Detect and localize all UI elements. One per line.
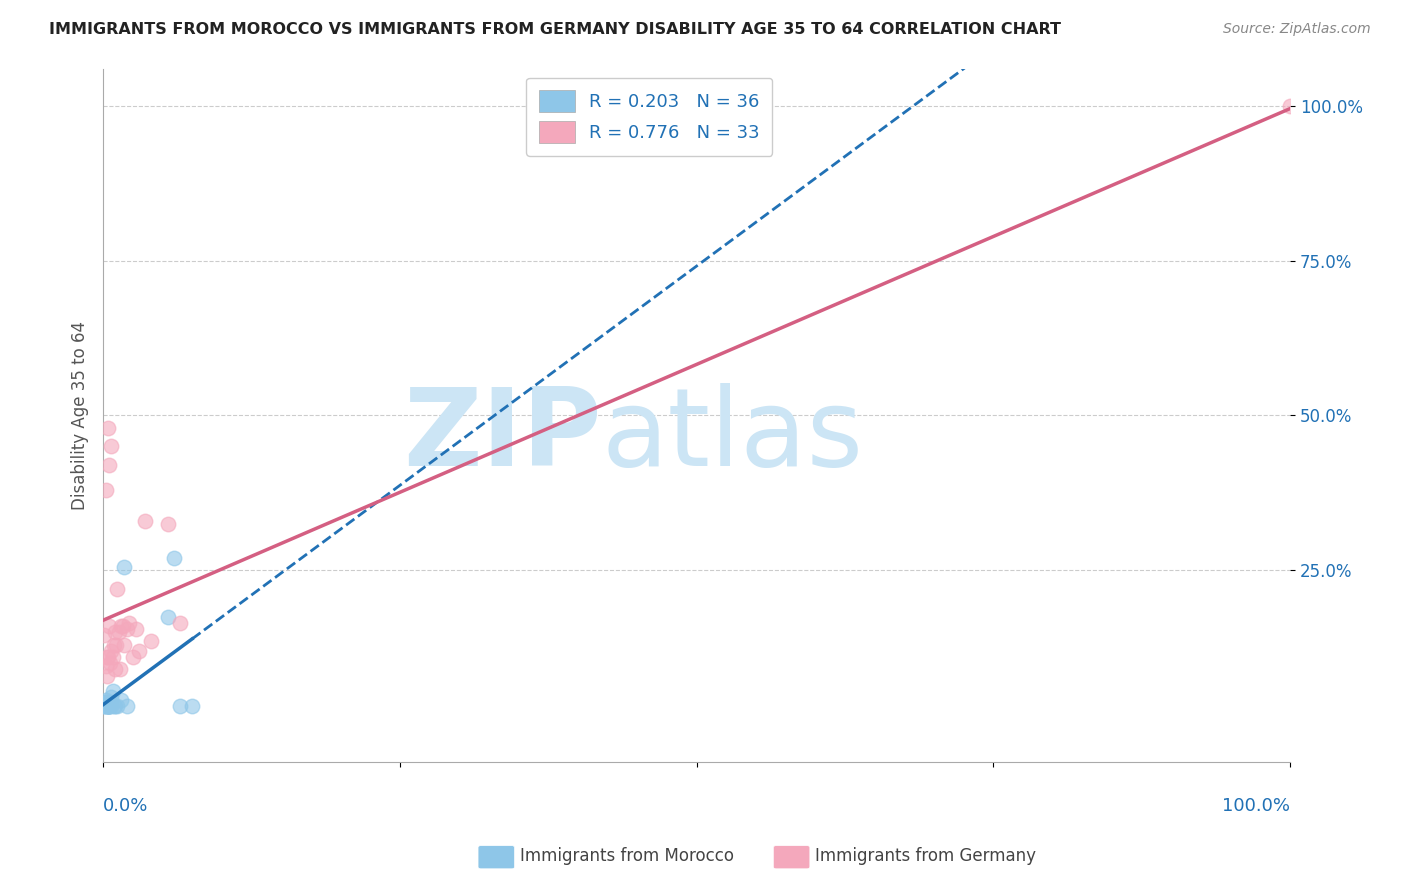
Point [115, 699, 138, 714]
Point [1279, 98, 1302, 112]
Point [97, 697, 120, 711]
Point [96, 694, 118, 708]
Point [105, 638, 128, 652]
Point [96, 699, 118, 714]
Point [96, 697, 118, 711]
Text: atlas: atlas [602, 384, 863, 489]
Point [157, 609, 180, 624]
Point [157, 516, 180, 531]
Text: Immigrants from Morocco: Immigrants from Morocco [520, 847, 734, 865]
Point [121, 649, 143, 664]
Point [98, 699, 121, 714]
Point [97, 699, 120, 714]
Point [96, 699, 118, 714]
Point [103, 699, 125, 714]
Text: Immigrants from Germany: Immigrants from Germany [815, 847, 1036, 865]
Y-axis label: Disability Age 35 to 64: Disability Age 35 to 64 [72, 321, 89, 510]
Point [96, 668, 118, 682]
Point [169, 615, 191, 630]
Point [98, 699, 121, 714]
Point [163, 550, 186, 565]
Point [181, 699, 204, 714]
Point [100, 439, 122, 453]
Text: IMMIGRANTS FROM MOROCCO VS IMMIGRANTS FROM GERMANY DISABILITY AGE 35 TO 64 CORRE: IMMIGRANTS FROM MOROCCO VS IMMIGRANTS FR… [49, 22, 1062, 37]
Point [110, 693, 132, 707]
Point [115, 622, 138, 636]
Point [98, 699, 121, 714]
Point [104, 662, 127, 676]
Point [98, 697, 121, 711]
Point [97, 649, 120, 664]
Point [112, 619, 135, 633]
Point [94, 697, 117, 711]
Point [94, 693, 117, 707]
Point [97, 421, 120, 435]
Point [114, 638, 136, 652]
Point [97, 698, 120, 713]
Point [93, 699, 115, 714]
Text: ZIP: ZIP [404, 384, 602, 489]
Point [103, 638, 125, 652]
Point [101, 649, 124, 664]
Point [98, 458, 121, 472]
Point [139, 634, 162, 648]
Point [100, 699, 122, 714]
Text: Source: ZipAtlas.com: Source: ZipAtlas.com [1223, 22, 1371, 37]
Point [93, 699, 115, 714]
Point [96, 649, 118, 664]
Point [104, 699, 127, 714]
Point [169, 699, 191, 714]
Point [118, 615, 141, 630]
Point [94, 699, 117, 714]
Point [101, 684, 124, 698]
Point [134, 514, 156, 528]
Text: 100.0%: 100.0% [1222, 797, 1291, 815]
Point [96, 697, 118, 711]
Point [94, 659, 117, 673]
Point [107, 625, 129, 640]
Point [100, 690, 122, 705]
Point [93, 697, 115, 711]
Point [105, 582, 128, 596]
Point [94, 483, 117, 497]
Point [114, 560, 136, 574]
Point [108, 662, 131, 676]
Point [98, 619, 121, 633]
Point [93, 628, 115, 642]
Legend: R = 0.203   N = 36, R = 0.776   N = 33: R = 0.203 N = 36, R = 0.776 N = 33 [526, 78, 772, 156]
Point [94, 697, 117, 711]
Point [110, 619, 132, 633]
Point [98, 656, 121, 670]
Point [98, 699, 121, 714]
Point [98, 694, 121, 708]
Point [100, 644, 122, 658]
Point [105, 699, 128, 714]
Point [98, 697, 121, 711]
Point [97, 699, 120, 714]
Point [128, 644, 150, 658]
Point [125, 622, 148, 636]
Text: 0.0%: 0.0% [103, 797, 149, 815]
Point [104, 625, 127, 640]
